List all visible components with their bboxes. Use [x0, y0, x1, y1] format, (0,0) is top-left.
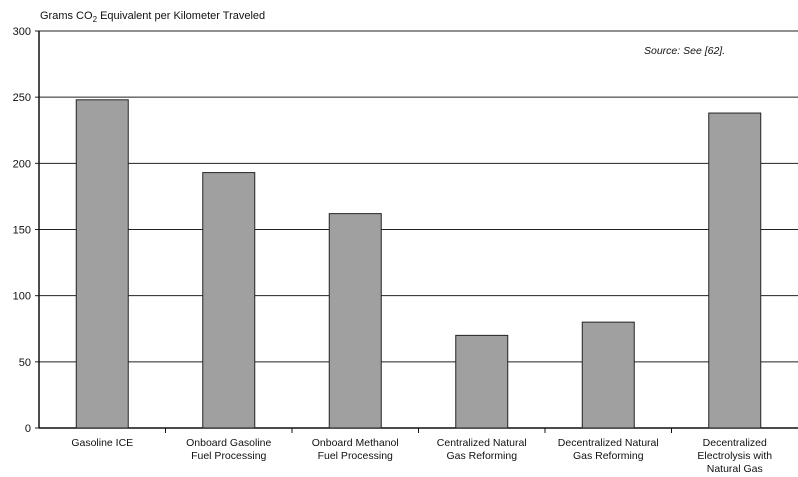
- y-tick-label-100: 100: [13, 291, 31, 303]
- y-tick-label-150: 150: [13, 225, 31, 237]
- x-tick-label-line: Fuel Processing: [317, 450, 393, 462]
- y-tick-label-200: 200: [13, 158, 31, 170]
- x-tick-label-line: Onboard Gasoline: [186, 437, 272, 449]
- y-tick-label-250: 250: [13, 92, 31, 104]
- x-tick-label-line: Centralized Natural: [436, 437, 527, 449]
- x-tick-label-line: Decentralized Natural: [557, 437, 659, 449]
- x-tick-label-line: Gas Reforming: [572, 450, 644, 462]
- x-tick-label-line: Onboard Methanol: [311, 437, 399, 449]
- y-tick-label-50: 50: [19, 357, 31, 369]
- bar-3: [455, 334, 509, 429]
- y-tick-label-0: 0: [25, 423, 31, 435]
- source-annotation: Source: See [62].: [644, 45, 726, 57]
- x-tick-label-line: Gasoline ICE: [71, 437, 134, 449]
- x-tick-label-0: Gasoline ICE: [38, 437, 166, 450]
- x-tick-label-line: Decentralized: [702, 437, 767, 449]
- bar-4: [581, 321, 635, 429]
- x-tick-label-4: Decentralized Natural Gas Reforming: [544, 437, 672, 463]
- bar-5: [708, 112, 762, 429]
- x-tick-label-line: Gas Reforming: [446, 450, 518, 462]
- x-tick-label-line: Natural Gas: [706, 463, 763, 475]
- bar-1: [202, 172, 256, 429]
- x-tick-label-3: Centralized Natural Gas Reforming: [418, 437, 546, 463]
- bar-2: [328, 213, 382, 429]
- x-tick-label-line: Electrolysis with: [697, 450, 773, 462]
- bar-0: [75, 99, 129, 429]
- y-tick-label-300: 300: [13, 26, 31, 38]
- x-tick-label-1: Onboard Gasoline Fuel Processing: [165, 437, 293, 463]
- x-tick-label-line: Fuel Processing: [191, 450, 267, 462]
- x-tick-label-5: Decentralized Electrolysis with Natural Ga…: [671, 437, 798, 476]
- x-tick-label-2: Onboard Methanol Fuel Processing: [291, 437, 419, 463]
- y-axis-title: Grams CO2 Equivalent per Kilometer Trave…: [40, 10, 266, 25]
